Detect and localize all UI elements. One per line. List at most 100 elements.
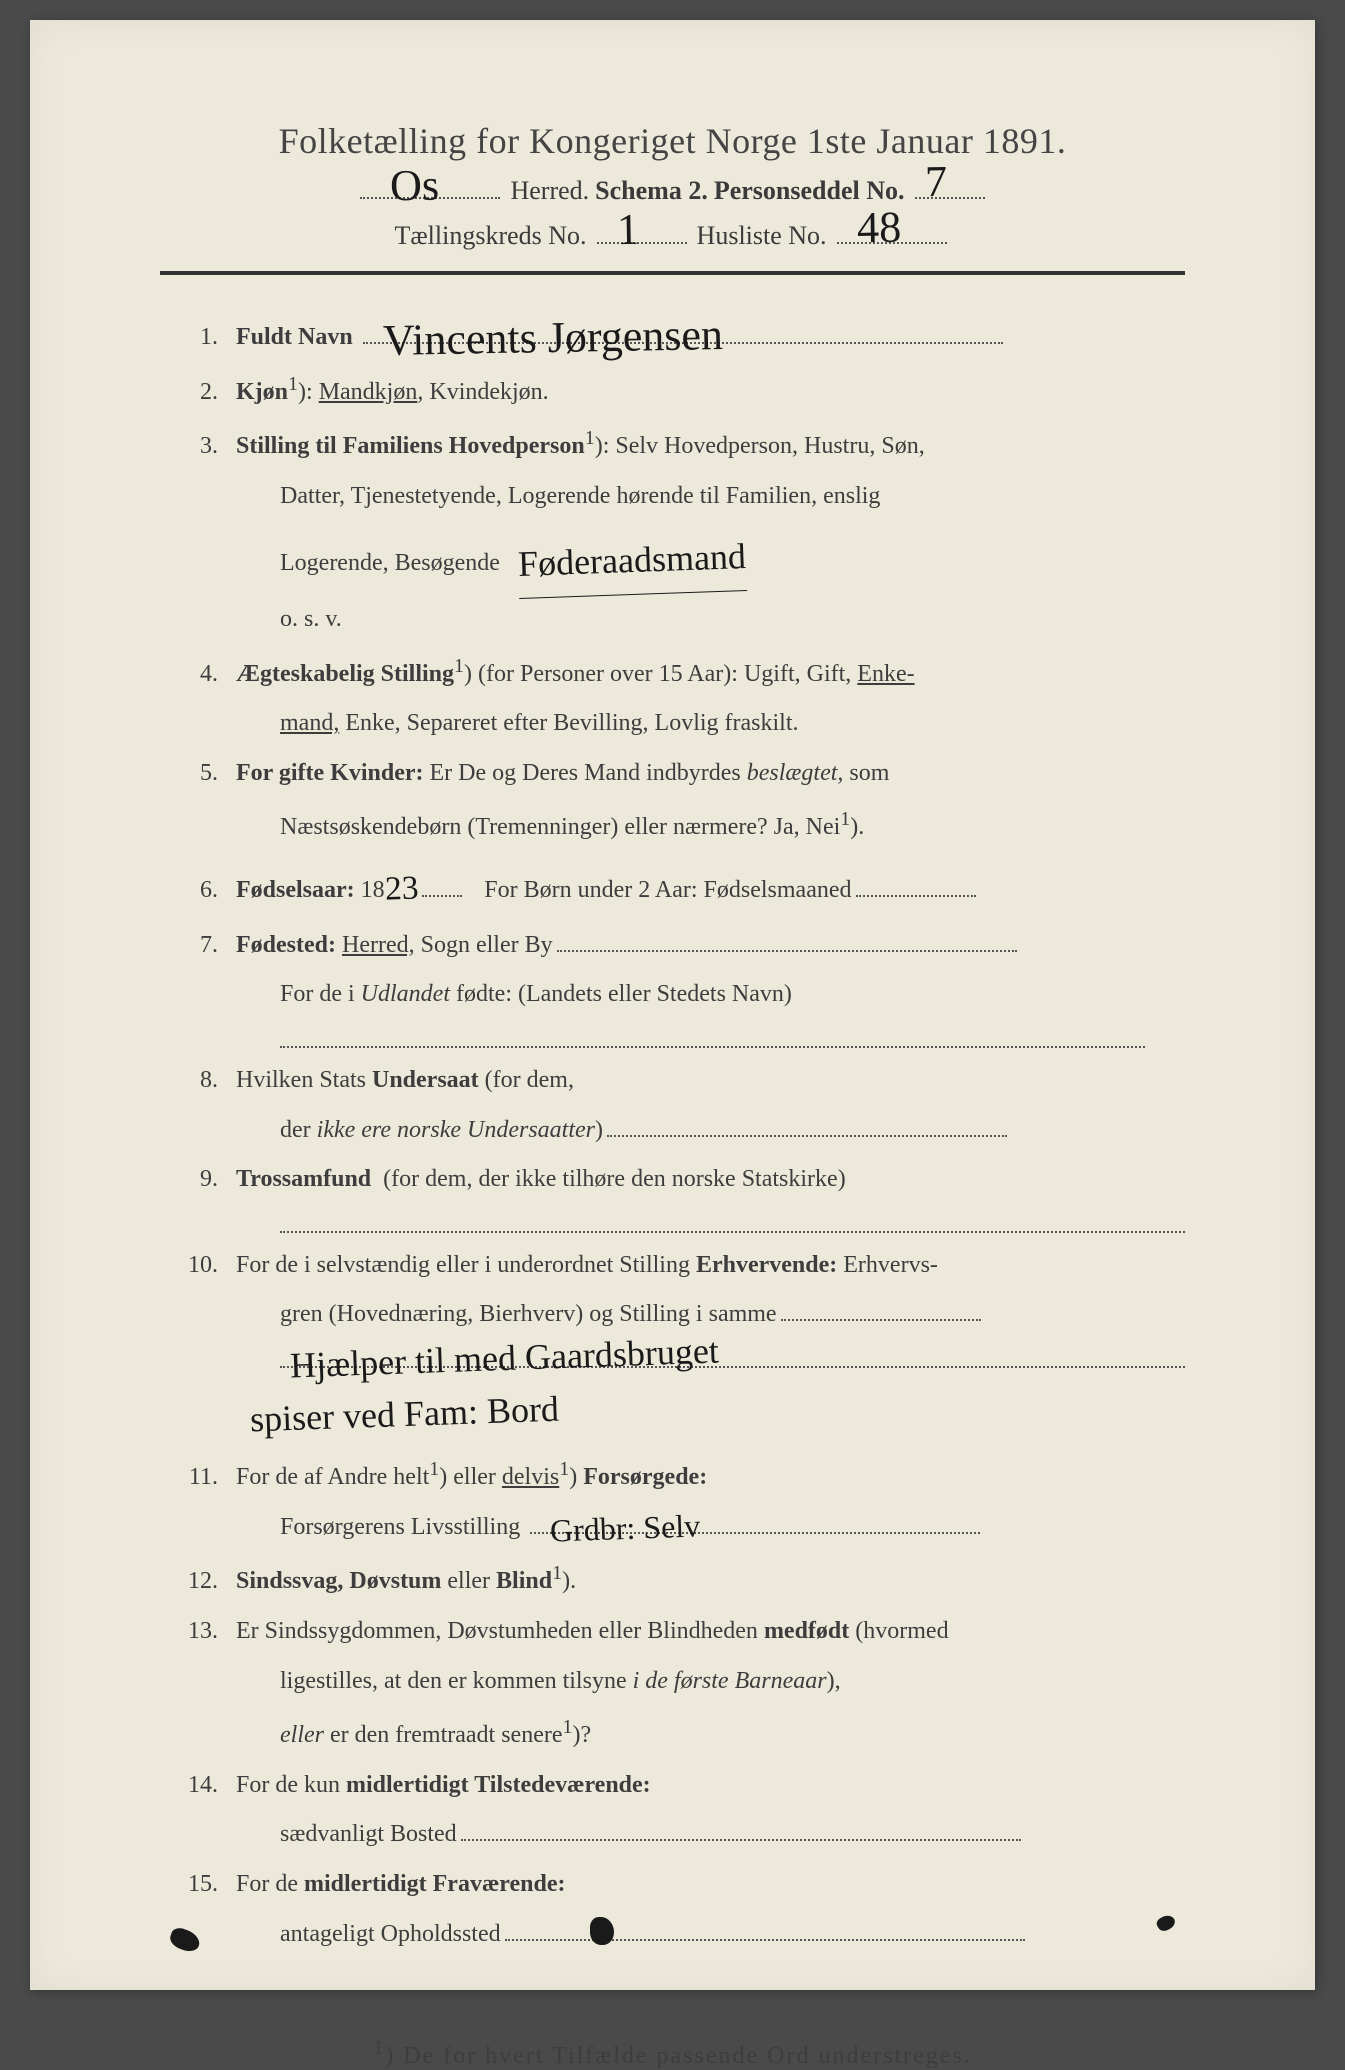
entry-3: 3. Stilling til Familiens Hovedperson1):… [170,419,1185,470]
q8-line1a: Hvilken Stats [236,1067,366,1093]
q13-sup: 1 [563,1716,573,1738]
q8-line2a: der [280,1117,311,1143]
husliste-label: Husliste No. [697,221,827,251]
q5-sup: 1 [840,808,850,830]
entry-11: 11. For de af Andre helt1) eller delvis1… [170,1450,1185,1501]
q14-cont: sædvanligt Bosted [280,1812,1185,1858]
footnote: 1) De for hvert Tilfælde passende Ord un… [160,2037,1185,2070]
q13-line1a: Er Sindssygdommen, Døvstumheden eller Bl… [236,1618,758,1644]
main-title: Folketælling for Kongeriget Norge 1ste J… [160,120,1185,162]
ink-smudge [590,1917,614,1945]
q6-year: 23 [384,856,420,921]
q2-sup: 1 [288,373,298,395]
q11-line1a: For de af Andre helt [236,1464,429,1490]
entry-8: 8. Hvilken Stats Undersaat (for dem, [170,1058,1185,1104]
divider-rule [160,271,1185,275]
q15-line1b: midlertidigt Fraværende: [304,1871,566,1897]
q13-line2a: ligestilles, at den er kommen tilsyne [280,1668,627,1694]
entry-num: 12. [170,1559,218,1605]
entry-num: 5. [170,751,218,797]
schema-label: Schema 2. [595,176,708,206]
personseddel-fill: 7 [915,170,985,199]
kreds-fill: 1 [597,216,687,245]
entry-num: 7. [170,923,218,969]
footnote-text: ) De for hvert Tilfælde passende Ord und… [385,2043,972,2069]
q6-label: Fødselsaar: [236,877,355,903]
q5-line2: Næstsøskendebørn (Tremenninger) eller næ… [280,814,840,840]
entry-1: 1. Fuldt Navn Vincents Jørgensen [170,315,1185,361]
entry-4: 4. Ægteskabelig Stilling1) (for Personer… [170,647,1185,698]
q8-line2c: ) [595,1117,603,1143]
entry-14: 14. For de kun midlertidigt Tilstedevære… [170,1763,1185,1809]
q9-dots [280,1209,1185,1233]
q5-som: som [849,760,889,786]
q12-label: Sindssvag, Døvstum [236,1568,441,1594]
header-line-1: Os Herred. Schema 2. Personseddel No. 7 [160,170,1185,206]
q1-label: Fuldt Navn [236,324,353,350]
herred-value: Os [390,160,440,212]
q7-label: Fødested: [236,932,336,958]
q15-line2: antageligt Opholdssted [280,1921,501,1947]
entry-10: 10. For de i selvstændig eller i underor… [170,1243,1185,1289]
entry-9: 9. Trossamfund (for dem, der ikke tilhør… [170,1157,1185,1203]
q14-line1a: For de kun [236,1772,340,1798]
entry-num: 8. [170,1058,218,1104]
herred-label: Herred. [510,176,589,206]
q14-line1b: midlertidigt Tilstedeværende: [346,1772,651,1798]
header-line-2: Tællingskreds No. 1 Husliste No. 48 [160,216,1185,252]
entry-num: 10. [170,1243,218,1289]
q6-rest: For Børn under 2 Aar: Fødselsmaaned [484,877,851,903]
q11-line2a: Forsørgerens Livsstilling [280,1514,520,1540]
q13-line2c: ), [827,1668,841,1694]
document-page: Folketælling for Kongeriget Norge 1ste J… [30,20,1315,1990]
kreds-value: 1 [616,203,639,254]
entry-num: 11. [170,1455,218,1501]
q12-blind: Blind [496,1568,552,1594]
q13-line3c: fremtraadt senere [395,1722,562,1748]
q5-end: ). [850,814,864,840]
personseddel-value: 7 [924,156,947,207]
q14-line2: sædvanligt Bosted [280,1821,457,1847]
q8-line2b: ikke ere norske Undersaatter [317,1117,595,1143]
q3-label: Stilling til Familiens Hovedperson [236,433,585,459]
q1-value: Vincents Jørgensen [382,293,723,383]
entry-num: 2. [170,370,218,416]
q3-hw: Føderaadsmand [517,522,747,599]
herred-fill: Os [360,170,500,199]
q1-fill: Vincents Jørgensen [363,318,1003,344]
q13-line2b: i de første Barneaar [633,1668,827,1694]
q2-mand: Mandkjøn [319,379,418,405]
q4-enke: Enke- [857,661,914,687]
entry-15: 15. For de midlertidigt Fraværende: [170,1862,1185,1908]
q7-line2a: For de i [280,981,355,1007]
entry-5: 5. For gifte Kvinder: Er De og Deres Man… [170,751,1185,797]
q8-line1b: Undersaat [372,1067,479,1093]
q11-sup2: 1 [559,1458,569,1480]
q13-line3b: er den [330,1722,389,1748]
q13-line3d: )? [573,1722,592,1748]
q15-cont: antageligt Opholdssted [280,1912,1185,1958]
entry-num: 6. [170,868,218,914]
q7-cont: For de i Udlandet fødte: (Landets eller … [280,972,1185,1018]
entry-6: 6. Fødselsaar: 1823 For Børn under 2 Aar… [170,855,1185,919]
q3-cont2: Logerende, Besøgende Føderaadsmand [280,524,1185,593]
q3-cont1: Datter, Tjenestetyende, Logerende hørend… [280,474,1185,520]
entry-12: 12. Sindssvag, Døvstum eller Blind1). [170,1554,1185,1605]
q4-sup: 1 [454,655,464,677]
q13-cont2: eller er den fremtraadt senere1)? [280,1708,1185,1759]
entry-num: 4. [170,652,218,698]
husliste-fill: 48 [837,216,947,245]
entry-num: 13. [170,1609,218,1655]
q9-label: Trossamfund [236,1166,371,1192]
q7-line2c: fødte: (Landets eller Stedets Navn) [456,981,792,1007]
q8-line1c: (for dem, [485,1067,574,1093]
q10-line1a: For de i selvstændig eller i underordnet… [236,1252,690,1278]
q13-line1c: (hvormed [855,1618,948,1644]
q13-line3a: eller [280,1722,324,1748]
q4-mand: mand, [280,710,339,736]
husliste-value: 48 [856,201,901,253]
entry-7: 7. Fødested: Herred, Sogn eller By [170,923,1185,969]
q12-end: ). [562,1568,576,1594]
q10-cont2: Hjælper til med Gaardsbruget [280,1344,1185,1368]
q7-line2b: Udlandet [361,981,450,1007]
